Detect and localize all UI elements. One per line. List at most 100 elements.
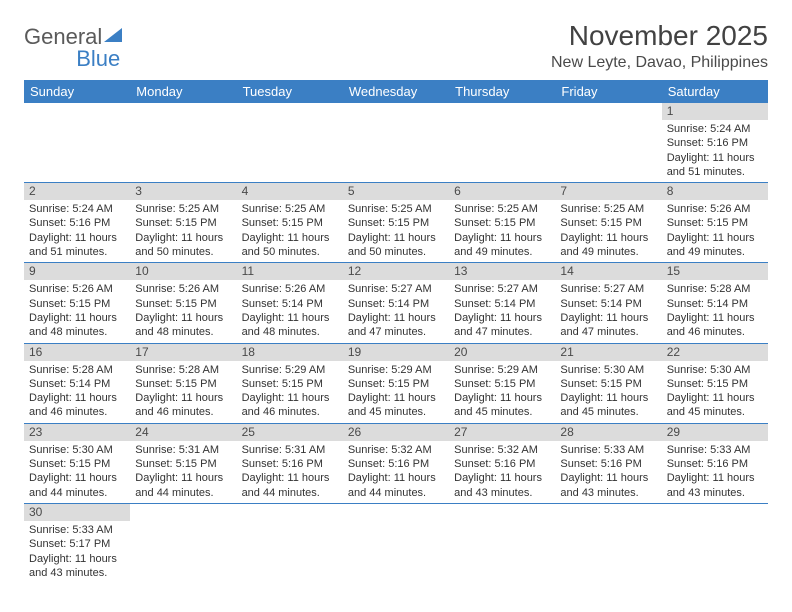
daylight-line: Daylight: 11 hours and 44 minutes. [242, 471, 338, 500]
day-number: 30 [24, 504, 130, 521]
sunset-line: Sunset: 5:16 PM [29, 216, 125, 230]
sunset-line: Sunset: 5:15 PM [667, 377, 763, 391]
daylight-line: Daylight: 11 hours and 43 minutes. [667, 471, 763, 500]
day-number: 2 [24, 183, 130, 200]
sail-icon [104, 28, 122, 42]
daylight-line: Daylight: 11 hours and 43 minutes. [454, 471, 550, 500]
day-number: 6 [449, 183, 555, 200]
sunrise-line: Sunrise: 5:30 AM [667, 363, 763, 377]
day-number: 19 [343, 344, 449, 361]
sunset-line: Sunset: 5:16 PM [348, 457, 444, 471]
day-content: Sunrise: 5:27 AMSunset: 5:14 PMDaylight:… [343, 280, 449, 342]
calendar-cell [237, 103, 343, 183]
sunrise-line: Sunrise: 5:29 AM [348, 363, 444, 377]
day-number: 10 [130, 263, 236, 280]
day-number: 16 [24, 344, 130, 361]
calendar-cell: 20Sunrise: 5:29 AMSunset: 5:15 PMDayligh… [449, 343, 555, 423]
calendar-cell: 14Sunrise: 5:27 AMSunset: 5:14 PMDayligh… [555, 263, 661, 343]
calendar-cell: 15Sunrise: 5:28 AMSunset: 5:14 PMDayligh… [662, 263, 768, 343]
day-number: 18 [237, 344, 343, 361]
calendar-row: 2Sunrise: 5:24 AMSunset: 5:16 PMDaylight… [24, 183, 768, 263]
calendar-cell: 1Sunrise: 5:24 AMSunset: 5:16 PMDaylight… [662, 103, 768, 183]
sunset-line: Sunset: 5:15 PM [135, 297, 231, 311]
day-content: Sunrise: 5:28 AMSunset: 5:15 PMDaylight:… [130, 361, 236, 423]
day-content: Sunrise: 5:33 AMSunset: 5:16 PMDaylight:… [662, 441, 768, 503]
calendar-cell: 30Sunrise: 5:33 AMSunset: 5:17 PMDayligh… [24, 503, 130, 583]
day-content: Sunrise: 5:26 AMSunset: 5:15 PMDaylight:… [130, 280, 236, 342]
dh-sun: Sunday [24, 80, 130, 103]
month-title: November 2025 [551, 20, 768, 52]
calendar-cell: 7Sunrise: 5:25 AMSunset: 5:15 PMDaylight… [555, 183, 661, 263]
calendar-cell: 22Sunrise: 5:30 AMSunset: 5:15 PMDayligh… [662, 343, 768, 423]
daylight-line: Daylight: 11 hours and 51 minutes. [29, 231, 125, 260]
sunset-line: Sunset: 5:15 PM [135, 216, 231, 230]
calendar-cell [343, 103, 449, 183]
day-content: Sunrise: 5:32 AMSunset: 5:16 PMDaylight:… [449, 441, 555, 503]
sunset-line: Sunset: 5:14 PM [348, 297, 444, 311]
day-content: Sunrise: 5:25 AMSunset: 5:15 PMDaylight:… [449, 200, 555, 262]
day-content: Sunrise: 5:24 AMSunset: 5:16 PMDaylight:… [24, 200, 130, 262]
calendar-cell [555, 503, 661, 583]
calendar-cell: 6Sunrise: 5:25 AMSunset: 5:15 PMDaylight… [449, 183, 555, 263]
sunset-line: Sunset: 5:15 PM [29, 297, 125, 311]
day-content: Sunrise: 5:29 AMSunset: 5:15 PMDaylight:… [237, 361, 343, 423]
sunset-line: Sunset: 5:16 PM [242, 457, 338, 471]
brand-logo: GeneralBlue [24, 20, 122, 70]
day-number: 13 [449, 263, 555, 280]
daylight-line: Daylight: 11 hours and 49 minutes. [560, 231, 656, 260]
dh-fri: Friday [555, 80, 661, 103]
daylight-line: Daylight: 11 hours and 50 minutes. [135, 231, 231, 260]
day-number: 26 [343, 424, 449, 441]
calendar-cell [343, 503, 449, 583]
day-content: Sunrise: 5:28 AMSunset: 5:14 PMDaylight:… [662, 280, 768, 342]
sunset-line: Sunset: 5:14 PM [454, 297, 550, 311]
calendar-cell: 3Sunrise: 5:25 AMSunset: 5:15 PMDaylight… [130, 183, 236, 263]
sunrise-line: Sunrise: 5:27 AM [454, 282, 550, 296]
calendar-cell: 25Sunrise: 5:31 AMSunset: 5:16 PMDayligh… [237, 423, 343, 503]
calendar-cell [449, 103, 555, 183]
daylight-line: Daylight: 11 hours and 43 minutes. [560, 471, 656, 500]
day-number: 4 [237, 183, 343, 200]
sunrise-line: Sunrise: 5:26 AM [135, 282, 231, 296]
sunset-line: Sunset: 5:17 PM [29, 537, 125, 551]
day-content: Sunrise: 5:25 AMSunset: 5:15 PMDaylight:… [130, 200, 236, 262]
calendar-cell: 8Sunrise: 5:26 AMSunset: 5:15 PMDaylight… [662, 183, 768, 263]
daylight-line: Daylight: 11 hours and 47 minutes. [560, 311, 656, 340]
daylight-line: Daylight: 11 hours and 45 minutes. [560, 391, 656, 420]
sunrise-line: Sunrise: 5:26 AM [242, 282, 338, 296]
sunrise-line: Sunrise: 5:27 AM [348, 282, 444, 296]
day-number: 29 [662, 424, 768, 441]
day-number: 22 [662, 344, 768, 361]
calendar-cell [130, 503, 236, 583]
brand-part2: Blue [76, 46, 120, 71]
calendar-cell [449, 503, 555, 583]
calendar-cell [662, 503, 768, 583]
day-content: Sunrise: 5:33 AMSunset: 5:17 PMDaylight:… [24, 521, 130, 583]
sunrise-line: Sunrise: 5:25 AM [454, 202, 550, 216]
day-content: Sunrise: 5:28 AMSunset: 5:14 PMDaylight:… [24, 361, 130, 423]
daylight-line: Daylight: 11 hours and 43 minutes. [29, 552, 125, 581]
calendar-cell: 29Sunrise: 5:33 AMSunset: 5:16 PMDayligh… [662, 423, 768, 503]
sunrise-line: Sunrise: 5:32 AM [348, 443, 444, 457]
calendar-body: 1Sunrise: 5:24 AMSunset: 5:16 PMDaylight… [24, 103, 768, 583]
calendar-cell: 24Sunrise: 5:31 AMSunset: 5:15 PMDayligh… [130, 423, 236, 503]
day-number: 21 [555, 344, 661, 361]
day-header-row: Sunday Monday Tuesday Wednesday Thursday… [24, 80, 768, 103]
daylight-line: Daylight: 11 hours and 46 minutes. [29, 391, 125, 420]
day-content: Sunrise: 5:31 AMSunset: 5:16 PMDaylight:… [237, 441, 343, 503]
calendar-cell: 5Sunrise: 5:25 AMSunset: 5:15 PMDaylight… [343, 183, 449, 263]
day-number: 20 [449, 344, 555, 361]
daylight-line: Daylight: 11 hours and 48 minutes. [242, 311, 338, 340]
sunrise-line: Sunrise: 5:32 AM [454, 443, 550, 457]
daylight-line: Daylight: 11 hours and 50 minutes. [348, 231, 444, 260]
sunrise-line: Sunrise: 5:33 AM [560, 443, 656, 457]
dh-mon: Monday [130, 80, 236, 103]
sunset-line: Sunset: 5:14 PM [560, 297, 656, 311]
sunrise-line: Sunrise: 5:30 AM [560, 363, 656, 377]
calendar-cell: 2Sunrise: 5:24 AMSunset: 5:16 PMDaylight… [24, 183, 130, 263]
sunset-line: Sunset: 5:16 PM [667, 457, 763, 471]
calendar-table: Sunday Monday Tuesday Wednesday Thursday… [24, 80, 768, 583]
sunrise-line: Sunrise: 5:31 AM [242, 443, 338, 457]
calendar-cell: 10Sunrise: 5:26 AMSunset: 5:15 PMDayligh… [130, 263, 236, 343]
day-content: Sunrise: 5:25 AMSunset: 5:15 PMDaylight:… [237, 200, 343, 262]
